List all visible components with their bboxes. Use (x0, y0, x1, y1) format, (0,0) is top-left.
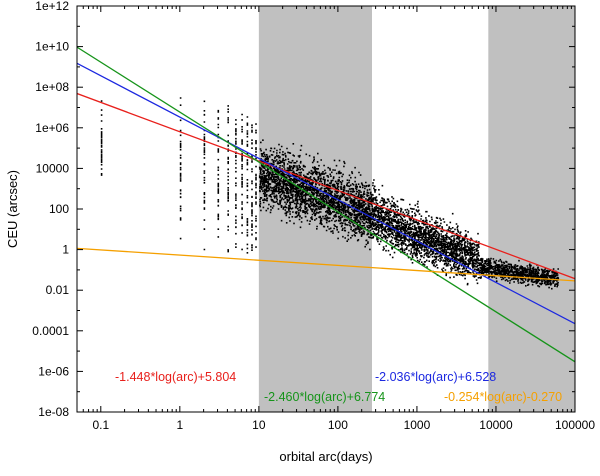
green-fit-line (77, 46, 575, 363)
red-fit-label: -1.448*log(arc)+5.804 (115, 370, 236, 384)
red-fit-line (77, 92, 575, 280)
y-tick-label: 100 (49, 202, 69, 216)
green-fit-label: -2.460*log(arc)+6.774 (264, 390, 385, 404)
x-tick-label: 10000 (479, 418, 513, 432)
scatter-points (100, 97, 560, 290)
y-tick-label: 0.0001 (32, 324, 69, 338)
y-tick-label: 1e-06 (38, 364, 69, 378)
y-tick-label: 1e+06 (35, 121, 69, 135)
y-tick-label: 0.01 (46, 283, 70, 297)
y-tick-label: 1 (62, 243, 69, 257)
x-tick-label: 100000 (555, 418, 595, 432)
y-axis-title: CEU (arcsec) (5, 170, 20, 248)
x-tick-label: 0.1 (92, 418, 109, 432)
blue-fit-label: -2.036*log(arc)+6.528 (375, 370, 496, 384)
orange-fit-line (77, 247, 575, 282)
y-tick-label: 1e+08 (35, 80, 69, 94)
x-tick-label: 1000 (404, 418, 431, 432)
orange-fit-label: -0.254*log(arc)-0.270 (444, 390, 562, 404)
x-tick-label: 10 (252, 418, 266, 432)
y-tick-label: 1e+12 (35, 0, 69, 13)
x-axis-title: orbital arc(days) (279, 449, 372, 464)
y-tick-label: 1e-08 (38, 405, 69, 419)
shaded-band-2 (488, 6, 575, 412)
x-tick-label: 100 (328, 418, 348, 432)
x-tick-label: 1 (176, 418, 183, 432)
blue-fit-line (77, 62, 575, 325)
y-tick-label: 10000 (36, 161, 70, 175)
y-tick-label: 1e+10 (35, 40, 69, 54)
